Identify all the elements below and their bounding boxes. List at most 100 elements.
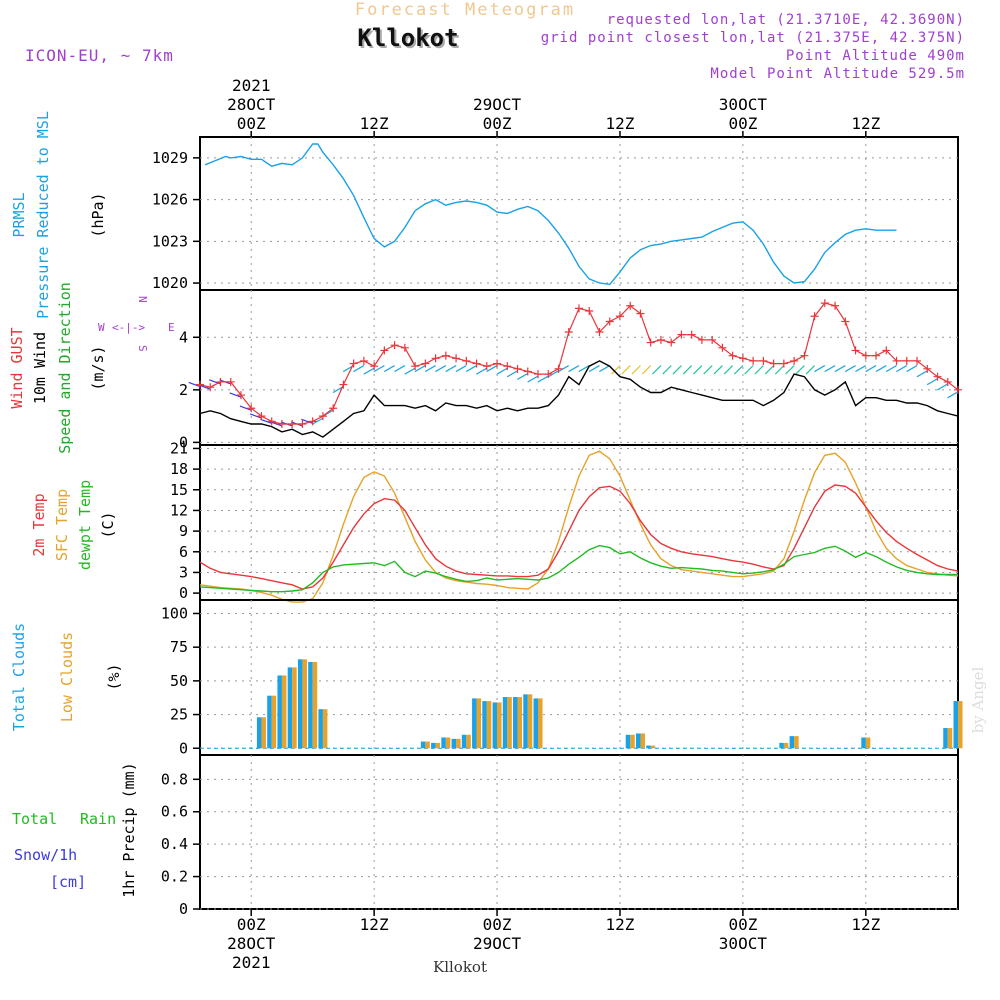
wind-gust-marker — [872, 351, 881, 360]
wind-gust-marker — [493, 359, 502, 368]
compass-e: E — [168, 321, 175, 334]
wind-panel-labels: Wind GUST 10m Wind Speed and Direction (… — [8, 282, 175, 454]
wind-direction-arrow — [947, 391, 959, 399]
y-tick-label: 75 — [170, 638, 188, 656]
total-clouds-bar — [482, 701, 487, 749]
wind-direction-arrow — [547, 370, 559, 378]
snow-unit: [cm] — [50, 873, 86, 891]
clouds-unit: (%) — [105, 663, 123, 690]
low-clouds-bar — [958, 701, 963, 749]
wind-direction-arrow — [435, 365, 447, 373]
compass-arrow: <-|-> — [112, 321, 145, 334]
model-name: ICON-EU, ~ 7km — [25, 46, 174, 65]
top-time-label: 00Z — [237, 114, 266, 133]
y-tick-label: 0.4 — [161, 835, 188, 853]
wind-direction-arrow — [517, 372, 529, 380]
wind-gust-marker — [400, 343, 409, 352]
wind-gust-marker — [605, 317, 614, 326]
wind-direction-arrow — [394, 365, 406, 373]
panel-5: 0 0.2 0.4 0.6 0.8 — [161, 754, 959, 918]
compass-n: N — [136, 296, 149, 303]
wind-direction-arrow — [414, 365, 426, 373]
wind-gust-marker — [339, 380, 348, 389]
total-clouds-bar — [277, 675, 282, 749]
wind-direction-arrow — [455, 365, 467, 373]
wind-gust-marker — [728, 351, 737, 360]
wind-gust-marker — [554, 364, 563, 373]
wind-gust-marker — [513, 364, 522, 373]
low-clouds-bar — [456, 738, 461, 749]
low-clouds-bar — [640, 733, 645, 749]
wind-gust-marker — [841, 317, 850, 326]
total-clouds-bar — [267, 695, 272, 749]
wind-gust-marker — [810, 312, 819, 321]
wind-gust-marker — [534, 370, 543, 379]
total-clouds-bar — [635, 733, 641, 749]
low-clouds-bar — [947, 728, 953, 749]
wind-gust-marker — [370, 362, 379, 371]
wind-direction-arrow — [824, 365, 836, 373]
wind-gust-marker — [615, 312, 624, 321]
low-clouds-label: Low Clouds — [58, 632, 76, 722]
total-clouds-bar — [502, 697, 508, 749]
top-time-label: 00Z — [728, 114, 757, 133]
total-clouds-bar — [431, 742, 436, 749]
wind-gust-marker — [861, 351, 870, 360]
wind-gust-marker — [257, 412, 266, 421]
wind-gust-marker — [595, 328, 604, 337]
wind-gust-marker — [769, 359, 778, 368]
wind-direction-arrow — [383, 365, 395, 373]
wind-gust-marker — [452, 354, 461, 363]
wind-gust-marker — [349, 359, 358, 368]
pressure-label-prmsl: PRMSL — [10, 192, 28, 237]
wind-gust-marker — [472, 359, 481, 368]
total-clouds-bar — [297, 659, 303, 749]
precip-panel-labels: Total Rain Snow/1h [cm] 1hr Precip (mm) — [12, 762, 138, 897]
wind-gust-marker — [943, 377, 952, 386]
wind-direction-arrow — [496, 367, 508, 375]
wind-direction-arrow — [558, 365, 570, 373]
grid-point-coordinates: grid point closest lon,lat (21.375E, 42.… — [541, 30, 965, 46]
y-tick-label: 12 — [170, 501, 188, 519]
bottom-time-label: 12Z — [606, 915, 635, 934]
wind-direction-arrow — [312, 417, 324, 425]
low-clouds-bar — [486, 701, 492, 749]
wind-direction-arrow — [754, 365, 764, 375]
wind-direction-arrow — [774, 365, 785, 375]
wind-direction-arrow — [641, 365, 652, 375]
y-tick-label: 0 — [179, 900, 188, 918]
y-tick-label: 9 — [179, 522, 188, 540]
wind-gust-marker — [431, 354, 440, 363]
pressure-panel-labels: PRMSL Pressure Reduced to MSL (hPa) — [10, 111, 107, 319]
total-clouds-bar — [861, 737, 866, 749]
total-clouds-bar — [472, 698, 477, 749]
y-tick-label: 0.8 — [161, 770, 188, 788]
requested-coordinates: requested lon,lat (21.3710E, 42.3690N) — [607, 12, 965, 28]
wind-gust-marker — [779, 359, 788, 368]
wind-direction-arrow — [844, 365, 856, 373]
wind-gust-marker — [236, 391, 245, 400]
wind-gust-marker — [575, 304, 583, 313]
wind-direction-arrow — [599, 365, 611, 373]
footer-location: Kllokot — [433, 958, 487, 976]
y-tick-label: 25 — [170, 706, 188, 724]
wind-direction-arrow — [744, 365, 754, 375]
wind-gust-marker — [892, 356, 901, 365]
wind-direction-arrow — [568, 365, 580, 373]
location-title-shadow: Kllokot — [359, 26, 460, 54]
y-tick-label: 1023 — [152, 232, 188, 250]
wind-gust-marker — [380, 346, 389, 355]
wind-gust-marker — [523, 367, 532, 376]
wind-direction-arrow — [885, 365, 897, 373]
y-tick-label: 0 — [179, 739, 188, 757]
y-tick-label: 15 — [170, 481, 188, 499]
wind-gust-marker — [820, 299, 829, 308]
wind-gust-marker — [851, 346, 860, 355]
wind-direction-arrow — [926, 378, 938, 386]
temp-panel-labels: 2m Temp SFC Temp dewpt Temp (C) — [30, 480, 117, 570]
top-time-label: 12Z — [360, 114, 389, 133]
low-clouds-bar — [538, 698, 543, 749]
y-tick-label: 1029 — [152, 149, 188, 167]
